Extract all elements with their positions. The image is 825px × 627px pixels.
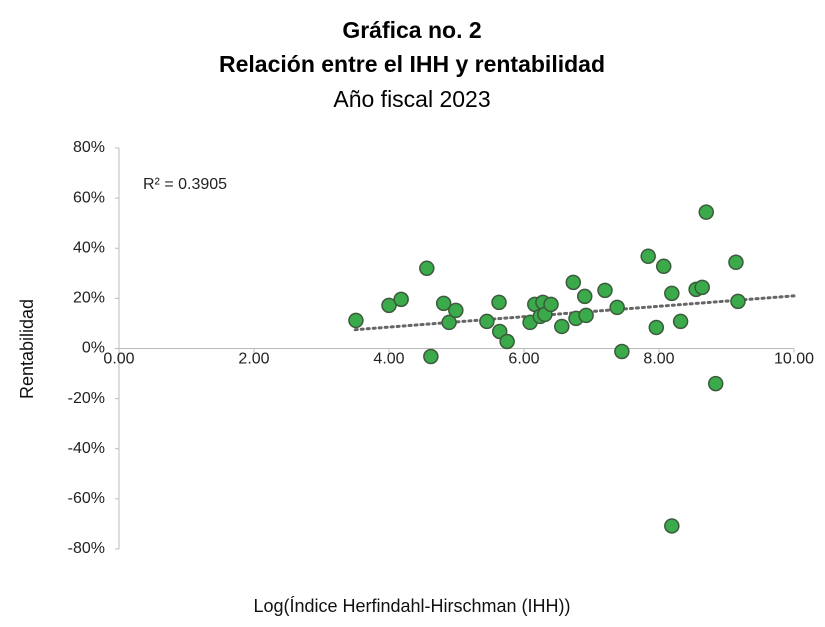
x-tick-label: 0.00 — [103, 351, 134, 368]
point — [664, 285, 680, 302]
x-tick-label: 4.00 — [373, 351, 404, 368]
y-tick-label: -20% — [68, 390, 105, 407]
y-tick-label: -80% — [68, 540, 105, 557]
y-tick-label: -60% — [68, 490, 105, 507]
point — [672, 313, 689, 330]
point — [609, 299, 625, 316]
y-tick-label: 20% — [73, 290, 105, 307]
annotation: R² = 0.3905 — [143, 176, 227, 193]
point — [348, 312, 364, 329]
x-tick-label: 2.00 — [238, 351, 269, 368]
point — [393, 291, 409, 308]
point — [597, 282, 613, 299]
point — [499, 333, 515, 350]
point — [479, 313, 495, 330]
point — [728, 254, 744, 271]
point — [565, 274, 582, 291]
y-axis-title: Rentabilidad — [17, 299, 37, 399]
point — [543, 296, 559, 313]
point — [419, 260, 435, 277]
y-tick-label: -40% — [68, 440, 105, 457]
chart-title: Gráfica no. 2 — [342, 17, 481, 43]
y-tick-label: 80% — [73, 139, 105, 156]
point — [577, 288, 593, 305]
point — [423, 348, 439, 365]
x-axis-title: Log(Índice Herfindahl-Hirschman (IHH)) — [253, 596, 570, 616]
chart-subtitle: Año fiscal 2023 — [333, 86, 490, 112]
point — [655, 258, 672, 275]
point — [441, 314, 457, 331]
point — [435, 295, 452, 312]
point — [694, 279, 710, 296]
y-tick-label: 60% — [73, 189, 105, 206]
point — [614, 343, 630, 360]
x-tick-label: 10.00 — [774, 351, 814, 368]
point — [698, 204, 714, 220]
y-tick-label: 0% — [82, 340, 105, 357]
point — [640, 248, 656, 265]
y-tick-label: 40% — [73, 239, 105, 256]
point — [664, 518, 680, 534]
chart-title: Relación entre el IHH y rentabilidad — [219, 51, 605, 77]
point — [554, 318, 570, 335]
point — [381, 297, 397, 314]
point — [448, 302, 464, 319]
point — [491, 294, 507, 311]
point — [730, 293, 746, 310]
point — [707, 375, 724, 392]
trendline — [353, 294, 796, 332]
x-tick-label: 6.00 — [508, 351, 539, 368]
x-tick-label: 8.00 — [643, 351, 674, 368]
point — [578, 307, 594, 324]
point — [648, 319, 665, 336]
